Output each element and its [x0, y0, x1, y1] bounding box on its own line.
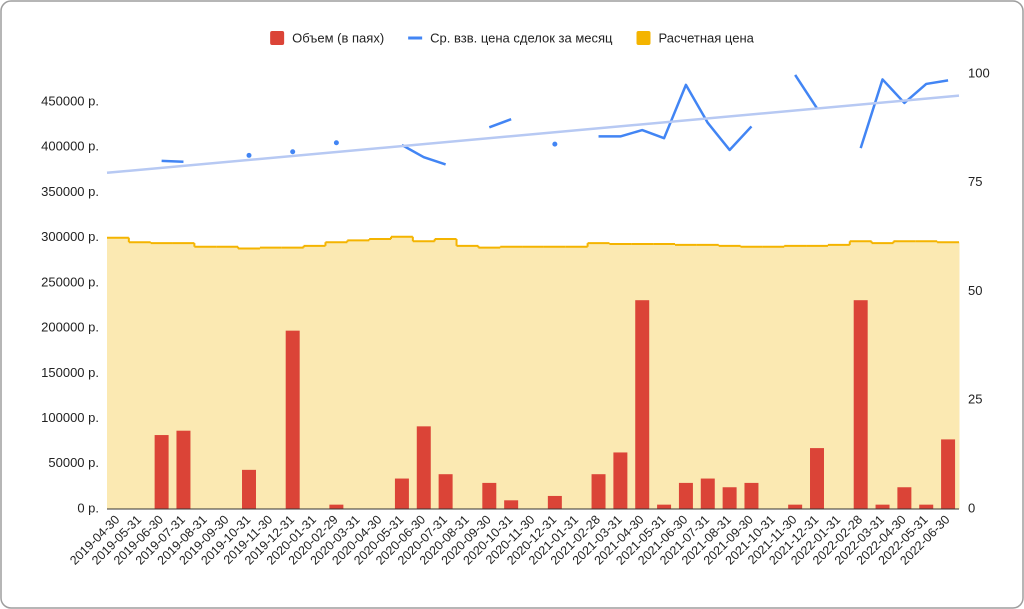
- area-step: [806, 245, 829, 509]
- area-step: [238, 248, 261, 510]
- area-step: [347, 240, 370, 509]
- line-piece: [598, 83, 753, 152]
- y2-tick-label: 100: [968, 65, 990, 80]
- bar: [788, 504, 803, 509]
- area-step: [128, 242, 152, 510]
- area-step: [587, 243, 610, 509]
- bar: [810, 448, 824, 509]
- area-step: [915, 241, 938, 510]
- y-tick-label: 200000 р.: [41, 320, 99, 335]
- line-point: [290, 149, 296, 155]
- bar: [897, 487, 912, 509]
- bar: [941, 439, 956, 509]
- area-step: [216, 246, 239, 509]
- bar: [875, 504, 890, 509]
- area-step: [325, 242, 348, 510]
- bar: [722, 487, 737, 509]
- area-step: [194, 246, 217, 509]
- bar: [657, 504, 672, 509]
- area-step: [303, 245, 326, 509]
- y-tick-label: 250000 р.: [41, 274, 99, 289]
- bar: [613, 452, 628, 509]
- bar: [154, 435, 169, 509]
- bar: [242, 469, 256, 509]
- area-step: [740, 246, 763, 509]
- legend: Объем (в паях) Ср. взв. цена сделок за ме…: [270, 30, 755, 45]
- legend-label: Расчетная цена: [659, 30, 755, 45]
- area-step: [434, 239, 458, 509]
- area-step: [609, 244, 632, 509]
- bar: [482, 482, 497, 509]
- bar: [919, 504, 934, 509]
- area-step: [259, 247, 283, 510]
- y-tick-label: 150000 р.: [41, 365, 99, 380]
- line-piece: [401, 143, 447, 166]
- y-tick-label: 50000 р.: [48, 455, 99, 470]
- y2-tick-label: 0: [968, 500, 975, 515]
- area-step: [653, 244, 676, 509]
- line-piece: [161, 159, 184, 163]
- line-piece: [488, 118, 512, 129]
- y2-tick-label: 75: [968, 174, 982, 189]
- area-step: [522, 246, 545, 509]
- bar: [504, 500, 519, 509]
- bar: [853, 300, 868, 509]
- area-step: [391, 236, 414, 509]
- bar: [591, 474, 606, 509]
- y2-tick-label: 50: [968, 283, 982, 298]
- bar: [416, 426, 431, 509]
- bar: [635, 300, 650, 509]
- bar: [329, 504, 344, 509]
- y-tick-label: 0 р.: [77, 500, 99, 515]
- area-step: [107, 237, 130, 509]
- line-point: [333, 140, 339, 146]
- area-step: [893, 241, 916, 510]
- y-tick-label: 300000 р.: [41, 229, 99, 244]
- area-step: [456, 245, 479, 509]
- area-step: [675, 244, 698, 509]
- area-step: [500, 246, 523, 509]
- bar: [547, 495, 562, 509]
- line-piece: [794, 74, 819, 110]
- bar: [285, 330, 300, 509]
- y-tick-label: 450000 р.: [41, 93, 99, 108]
- bar: [678, 482, 693, 509]
- trendline: [106, 94, 960, 175]
- bar: [394, 478, 409, 509]
- area-step: [543, 246, 567, 509]
- legend-label: Ср. взв. цена сделок за месяц: [430, 30, 613, 45]
- area-step: [565, 246, 589, 509]
- bar: [438, 474, 453, 509]
- bar: [700, 478, 715, 509]
- y-tick-label: 350000 р.: [41, 184, 99, 199]
- area-step: [696, 244, 720, 509]
- y-tick-label: 400000 р.: [41, 139, 99, 154]
- legend-swatch: [270, 31, 285, 45]
- bar: [176, 430, 191, 509]
- line-point: [552, 141, 558, 147]
- area-step: [369, 239, 392, 509]
- y2-tick-label: 25: [968, 392, 982, 407]
- area-step: [762, 246, 785, 509]
- area-step: [827, 244, 851, 509]
- area-step: [784, 245, 807, 509]
- line-point: [246, 152, 252, 158]
- y-tick-label: 100000 р.: [41, 410, 99, 425]
- legend-swatch: [636, 31, 651, 45]
- area-step: [871, 243, 894, 509]
- area-step: [478, 247, 501, 510]
- area-step: [718, 245, 742, 509]
- legend-label: Объем (в паях): [292, 30, 384, 45]
- bar: [744, 482, 759, 509]
